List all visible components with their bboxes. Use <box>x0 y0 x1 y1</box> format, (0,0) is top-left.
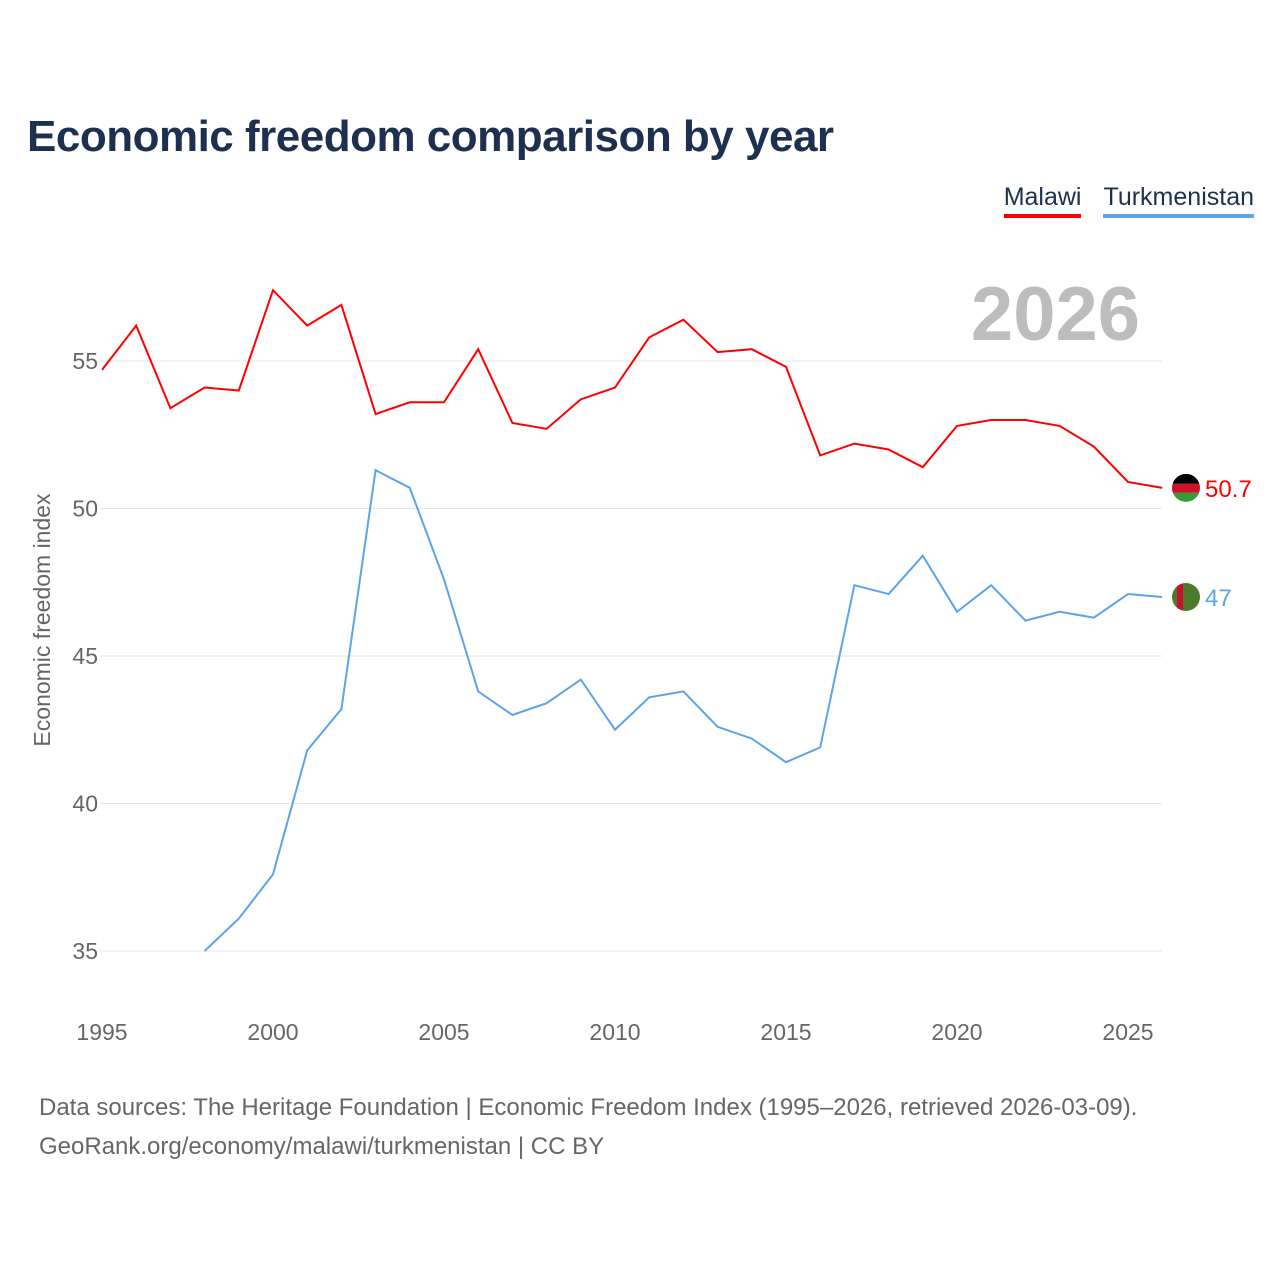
data-point <box>1126 480 1130 484</box>
data-point <box>818 745 822 749</box>
data-point <box>374 412 378 416</box>
data-point <box>647 695 651 699</box>
data-point <box>1160 595 1164 599</box>
x-tick-label: 2005 <box>418 1019 469 1045</box>
x-tick-label: 2025 <box>1102 1019 1153 1045</box>
x-tick-label: 2010 <box>589 1019 640 1045</box>
data-point <box>750 347 754 351</box>
x-tick-label: 2015 <box>760 1019 811 1045</box>
end-label: 50.7 <box>1205 476 1252 503</box>
data-point <box>408 400 412 404</box>
legend-malawi[interactable]: Malawi <box>1003 183 1082 218</box>
data-point <box>1092 445 1096 449</box>
data-point <box>1126 592 1130 596</box>
data-point <box>1160 486 1164 490</box>
malawi-flag <box>1172 473 1200 502</box>
data-point <box>852 442 856 446</box>
data-point <box>852 583 856 587</box>
data-point <box>613 386 617 390</box>
y-tick-label: 35 <box>72 938 98 964</box>
legend-turkmenistan[interactable]: Turkmenistan <box>1103 183 1254 218</box>
data-point <box>681 318 685 322</box>
data-point <box>1058 610 1062 614</box>
y-tick-label: 45 <box>72 643 98 669</box>
data-point <box>579 678 583 682</box>
data-point <box>271 872 275 876</box>
end-label: 47 <box>1205 585 1232 612</box>
data-point <box>408 486 412 490</box>
data-point <box>750 737 754 741</box>
data-point <box>545 701 549 705</box>
year-watermark: 2026 <box>971 272 1140 357</box>
data-point <box>716 725 720 729</box>
data-point <box>716 350 720 354</box>
data-point <box>134 324 138 328</box>
data-point <box>442 400 446 404</box>
y-tick-label: 40 <box>72 791 98 817</box>
data-point <box>203 386 207 390</box>
data-point <box>784 365 788 369</box>
data-point <box>168 406 172 410</box>
data-point <box>374 468 378 472</box>
data-point <box>271 288 275 292</box>
y-tick-label: 50 <box>72 496 98 522</box>
data-point <box>476 689 480 693</box>
data-point <box>955 424 959 428</box>
data-point <box>887 592 891 596</box>
x-tick-label: 2020 <box>931 1019 982 1045</box>
data-point <box>442 577 446 581</box>
data-point <box>921 465 925 469</box>
data-point <box>784 760 788 764</box>
data-point <box>989 583 993 587</box>
turkmenistan-flag <box>1172 583 1200 611</box>
data-point <box>887 448 891 452</box>
data-point <box>1092 616 1096 620</box>
data-point <box>1058 424 1062 428</box>
data-point <box>237 917 241 921</box>
data-point <box>510 713 514 717</box>
series-line-malawi <box>101 288 1163 489</box>
data-point <box>681 689 685 693</box>
data-point <box>476 347 480 351</box>
y-tick-label: 55 <box>72 348 98 374</box>
data-point <box>1023 418 1027 422</box>
data-point <box>510 421 514 425</box>
data-point <box>921 554 925 558</box>
data-point <box>339 303 343 307</box>
data-point <box>955 610 959 614</box>
chart-title: Economic freedom comparison by year <box>27 112 834 161</box>
y-axis-label: Economic freedom index <box>29 493 55 747</box>
x-tick-label: 1995 <box>76 1019 127 1045</box>
source-note: Data sources: The Heritage Foundation | … <box>39 1088 1137 1166</box>
data-point <box>339 707 343 711</box>
data-point <box>613 728 617 732</box>
data-point <box>237 389 241 393</box>
data-point <box>545 427 549 431</box>
data-point <box>989 418 993 422</box>
legend: Malawi Turkmenistan <box>1003 183 1254 218</box>
data-point <box>818 453 822 457</box>
data-point <box>1023 619 1027 623</box>
data-point <box>100 368 104 372</box>
data-point <box>305 324 309 328</box>
data-point <box>579 397 583 401</box>
data-point <box>203 949 207 953</box>
source-line-2: GeoRank.org/economy/malawi/turkmenistan … <box>39 1133 605 1160</box>
x-tick-label: 2000 <box>247 1019 298 1045</box>
series-line-turkmenistan <box>203 468 1163 952</box>
data-point <box>305 748 309 752</box>
source-line-1: Data sources: The Heritage Foundation | … <box>39 1094 1138 1121</box>
data-point <box>647 335 651 339</box>
